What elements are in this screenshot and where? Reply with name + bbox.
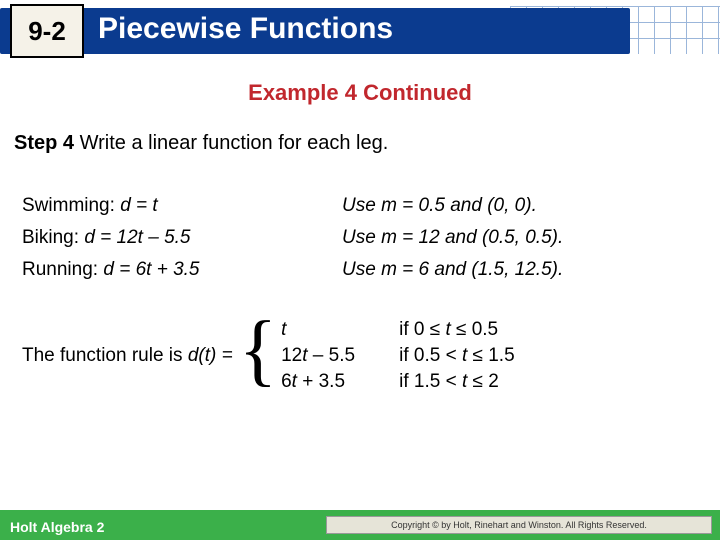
piecewise-brace-wrap: { t if 0 ≤ t ≤ 0.5 12t – 5.5 if 0.5 < t … xyxy=(239,315,515,397)
equation-left: Running: d = 6t + 3.5 xyxy=(22,259,342,281)
activity-name: Biking: xyxy=(22,227,79,248)
piece-expr: 12t – 5.5 xyxy=(281,345,399,367)
step-line: Step 4 Write a linear function for each … xyxy=(14,132,720,155)
equation-hint: Use m = 12 and (0.5, 0.5). xyxy=(342,227,563,249)
footer-course: Holt Algebra 2 xyxy=(10,519,104,535)
equation-row: Swimming: d = t Use m = 0.5 and (0, 0). xyxy=(22,195,720,217)
pieces-list: t if 0 ≤ t ≤ 0.5 12t – 5.5 if 0.5 < t ≤ … xyxy=(281,315,515,397)
section-number: 9-2 xyxy=(28,16,66,47)
piece-cond: if 0 ≤ t ≤ 0.5 xyxy=(399,319,498,341)
equation-hint: Use m = 6 and (1.5, 12.5). xyxy=(342,259,563,281)
copyright-bar: Copyright © by Holt, Rinehart and Winsto… xyxy=(326,516,712,534)
piece-row: 6t + 3.5 if 1.5 < t ≤ 2 xyxy=(281,371,515,393)
activity-name: Swimming: xyxy=(22,195,115,216)
rule-fn: d(t) = xyxy=(188,345,233,366)
equation: d = 12t – 5.5 xyxy=(84,227,190,248)
header: 9-2 Piecewise Functions xyxy=(0,0,720,62)
rule-prefix: The function rule is xyxy=(22,345,188,366)
equation: d = t xyxy=(120,195,158,216)
piece-expr: 6t + 3.5 xyxy=(281,371,399,393)
equations-grid: Swimming: d = t Use m = 0.5 and (0, 0). … xyxy=(22,195,720,281)
equation-left: Swimming: d = t xyxy=(22,195,342,217)
equation-left: Biking: d = 12t – 5.5 xyxy=(22,227,342,249)
equation: d = 6t + 3.5 xyxy=(103,259,199,280)
page-title: Piecewise Functions xyxy=(98,12,393,46)
equation-row: Biking: d = 12t – 5.5 Use m = 12 and (0.… xyxy=(22,227,720,249)
piece-row: t if 0 ≤ t ≤ 0.5 xyxy=(281,319,515,341)
brace-icon: { xyxy=(239,320,277,380)
equation-row: Running: d = 6t + 3.5 Use m = 6 and (1.5… xyxy=(22,259,720,281)
example-heading: Example 4 Continued xyxy=(0,80,720,106)
function-rule-area: The function rule is d(t) = { t if 0 ≤ t… xyxy=(22,315,720,397)
activity-name: Running: xyxy=(22,259,98,280)
piece-cond: if 1.5 < t ≤ 2 xyxy=(399,371,499,393)
piece-row: 12t – 5.5 if 0.5 < t ≤ 1.5 xyxy=(281,345,515,367)
rule-label-text: The function rule is d(t) = xyxy=(22,345,233,367)
equation-hint: Use m = 0.5 and (0, 0). xyxy=(342,195,537,217)
piece-expr: t xyxy=(281,319,399,341)
step-label: Step 4 xyxy=(14,132,74,154)
piece-cond: if 0.5 < t ≤ 1.5 xyxy=(399,345,515,367)
step-text: Write a linear function for each leg. xyxy=(74,132,388,154)
section-number-box: 9-2 xyxy=(10,4,84,58)
